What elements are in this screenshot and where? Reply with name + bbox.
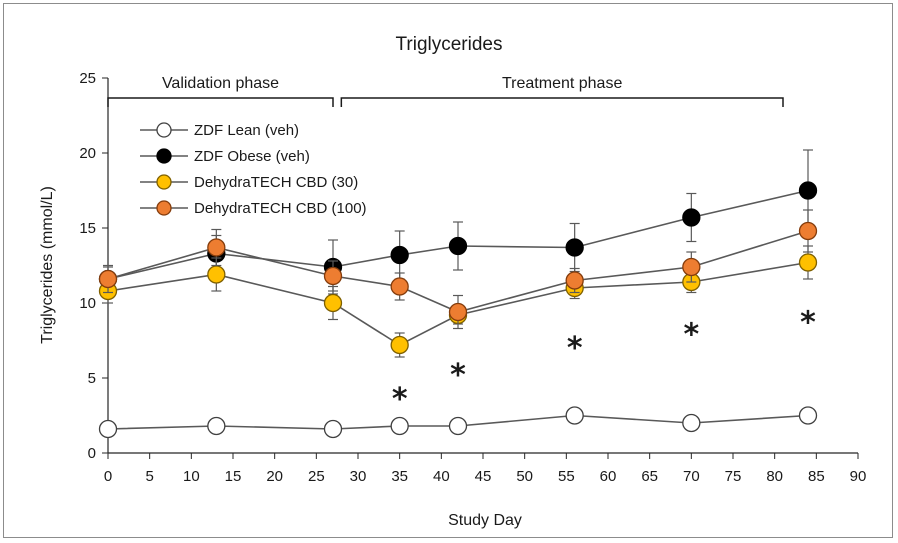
phase-label: Validation phase [162,75,279,92]
y-tick-label: 5 [88,370,96,387]
data-point [565,238,584,257]
x-tick-label: 25 [308,468,325,485]
x-tick-label: 85 [808,468,825,485]
phase-bracket [340,97,784,107]
legend-item: ZDF Obese (veh) [140,148,310,165]
chart-title: Triglycerides [396,34,503,55]
y-tick-label: 15 [79,220,96,237]
data-point [207,238,226,257]
x-tick-label: 30 [350,468,367,485]
legend-marker [156,148,172,164]
phase-bracket [107,97,334,107]
series-line [107,261,809,346]
series-line [107,189,809,280]
x-axis-title: Study Day [448,512,522,529]
x-tick-label: 70 [683,468,700,485]
data-point [448,302,468,322]
phase-label: Treatment phase [502,75,622,92]
data-point [390,277,409,296]
x-tick-label: 60 [600,468,617,485]
x-tick-label: 40 [433,468,450,485]
data-point [390,416,409,436]
legend-marker [156,122,172,138]
series-1 [98,149,818,295]
data-point [798,221,818,241]
legend: ZDF Lean (veh) ZDF Obese (veh) DehydraTECH… [140,122,367,217]
x-tick-label: 65 [641,468,658,485]
x-tick-label: 0 [104,468,112,485]
legend-label: DehydraTECH CBD (100) [194,200,367,217]
phase-brackets: Validation phase Treatment phase [107,75,784,107]
legend-label: ZDF Obese (veh) [194,148,310,165]
x-tick-label: 35 [391,468,408,485]
legend-item: DehydraTECH CBD (30) [140,174,358,191]
data-point [798,181,818,200]
significance-star: * [392,382,408,417]
data-point [390,335,409,355]
data-point [98,419,118,439]
data-point [98,269,118,289]
chart-frame [3,3,893,538]
x-tick-label: 20 [266,468,283,485]
data-point [207,265,226,284]
y-axis-title: Triglycerides (mmol/L) [39,186,56,344]
significance-star: * [567,331,583,366]
x-tick-label: 10 [183,468,200,485]
legend-label: DehydraTECH CBD (30) [194,174,358,191]
x-tick-label: 75 [725,468,742,485]
series-0 [98,406,818,439]
legend-item: DehydraTECH CBD (100) [140,200,367,217]
axes: 0 5 10 15 20 25 0 5 10 15 20 25 30 35 40 45 50 55 60 65 70 75… [79,70,866,485]
data-point [682,413,701,433]
significance-star: * [683,318,699,353]
y-tick-label: 25 [79,70,96,87]
data-point [798,406,818,425]
data-point [448,236,468,256]
x-tick-label: 50 [516,468,533,485]
data-point [565,406,584,425]
legend-marker [156,174,172,190]
legend-item: ZDF Lean (veh) [140,122,299,139]
data-point [565,271,584,290]
legend-marker [156,200,172,216]
data-point [448,416,468,436]
data-point [682,208,701,227]
significance-annotations: * * * * * [392,306,816,418]
series-line [107,230,809,313]
series-layer [98,149,818,439]
data-point [323,419,343,439]
x-tick-label: 55 [558,468,575,485]
data-point [207,416,226,436]
x-tick-label: 15 [225,468,242,485]
data-point [798,253,818,272]
data-point [682,257,701,277]
x-tick-label: 80 [766,468,783,485]
significance-star: * [800,306,816,341]
data-point [323,266,343,286]
series-3 [98,209,818,330]
data-point [390,245,409,265]
significance-star: * [450,358,466,393]
x-tick-label: 90 [850,468,867,485]
y-tick-label: 10 [79,295,96,312]
x-tick-label: 45 [475,468,492,485]
data-point [323,293,343,313]
x-tick-label: 5 [145,468,153,485]
y-tick-label: 0 [88,445,96,462]
series-line [107,414,809,430]
y-tick-label: 20 [79,145,96,162]
legend-label: ZDF Lean (veh) [194,122,299,139]
